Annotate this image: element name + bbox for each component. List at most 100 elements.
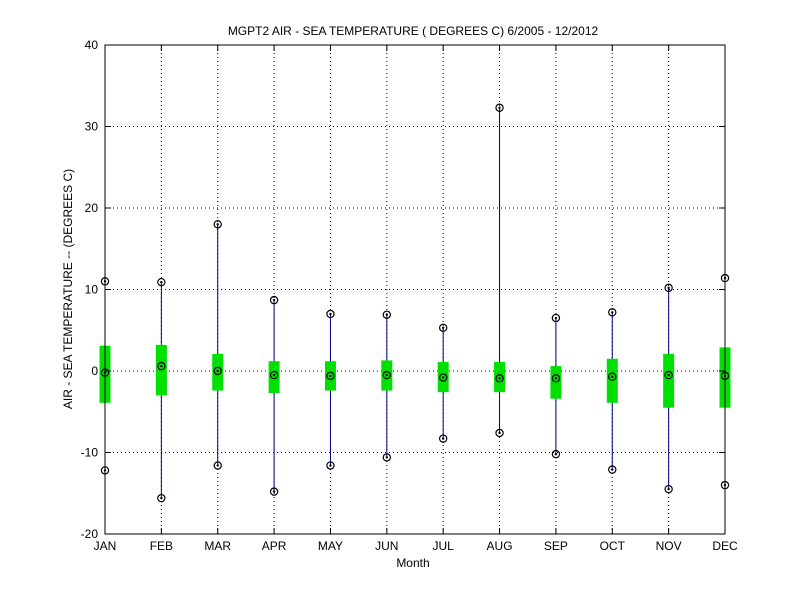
tick-label-layer: -20 -10 0 10 20 30 40 JAN FEB MAR APR MAY JUN JUL AUG S… bbox=[81, 38, 738, 553]
marker-ring bbox=[382, 453, 392, 462]
marker-ring bbox=[664, 484, 673, 494]
x-tick-label: JUL bbox=[433, 539, 455, 553]
mean-marker-oct bbox=[608, 372, 617, 381]
marker-dot bbox=[667, 487, 670, 491]
marker-dot bbox=[667, 286, 670, 290]
marker-dot bbox=[272, 490, 276, 493]
x-tick-label: NOV bbox=[656, 539, 682, 553]
marker-ring bbox=[495, 428, 504, 438]
marker-ring bbox=[664, 283, 673, 293]
min-marker-may bbox=[326, 461, 335, 470]
marker-dot bbox=[272, 298, 276, 302]
marker-dot bbox=[216, 464, 219, 467]
x-tick-label: JUN bbox=[375, 539, 398, 553]
mean-marker-aug bbox=[495, 374, 504, 383]
marker-dot bbox=[611, 375, 614, 378]
marker-ring bbox=[269, 295, 279, 305]
mean-marker-jul bbox=[438, 373, 448, 382]
min-marker-nov bbox=[664, 484, 673, 494]
marker-dot bbox=[498, 431, 501, 435]
marker-dot bbox=[329, 312, 332, 316]
marker-ring bbox=[495, 103, 504, 112]
marker-layer bbox=[100, 103, 730, 503]
marker-ring bbox=[326, 461, 335, 470]
x-tick-label: AUG bbox=[487, 539, 513, 553]
min-marker-oct bbox=[608, 465, 617, 474]
marker-dot bbox=[385, 313, 389, 316]
chart-title: MGPT2 AIR - SEA TEMPERATURE ( DEGREES C)… bbox=[228, 24, 599, 38]
marker-ring bbox=[551, 449, 561, 459]
min-marker-jul bbox=[438, 434, 448, 443]
y-tick-label: 0 bbox=[91, 364, 98, 378]
marker-dot bbox=[554, 452, 558, 456]
box-nov bbox=[663, 353, 675, 408]
marker-dot bbox=[160, 280, 163, 284]
marker-dot bbox=[329, 374, 332, 378]
x-tick-label: APR bbox=[262, 539, 287, 553]
x-tick-label: OCT bbox=[600, 539, 626, 553]
marker-ring bbox=[608, 308, 617, 317]
y-axis-label: AIR - SEA TEMPERATURE -- (DEGREES C) bbox=[61, 169, 75, 409]
marker-dot bbox=[441, 376, 445, 379]
mean-marker-nov bbox=[664, 370, 673, 380]
max-marker-oct bbox=[608, 308, 617, 317]
marker-ring bbox=[213, 220, 222, 229]
x-tick-label: DEC bbox=[712, 539, 738, 553]
marker-dot bbox=[554, 377, 558, 380]
max-marker-aug bbox=[495, 103, 504, 112]
max-marker-feb bbox=[157, 277, 166, 287]
marker-dot bbox=[611, 468, 614, 471]
x-tick-label: SEP bbox=[544, 539, 568, 553]
x-tick-label: JAN bbox=[94, 539, 117, 553]
marker-ring bbox=[438, 323, 448, 333]
box-aug bbox=[494, 362, 506, 393]
min-marker-mar bbox=[213, 461, 222, 470]
marker-dot bbox=[498, 377, 501, 380]
y-tick-label: -20 bbox=[81, 527, 99, 541]
marker-ring bbox=[664, 370, 673, 380]
marker-dot bbox=[441, 326, 445, 330]
marker-ring bbox=[438, 373, 448, 382]
marker-ring bbox=[438, 434, 448, 443]
max-marker-mar bbox=[213, 220, 222, 229]
marker-dot bbox=[611, 311, 614, 314]
marker-ring bbox=[213, 461, 222, 470]
marker-ring bbox=[326, 371, 335, 381]
marker-ring bbox=[157, 493, 166, 503]
min-marker-aug bbox=[495, 428, 504, 438]
marker-ring bbox=[551, 374, 561, 383]
max-marker-apr bbox=[269, 295, 279, 305]
max-marker-nov bbox=[664, 283, 673, 293]
x-tick-label: MAY bbox=[318, 539, 343, 553]
marker-dot bbox=[216, 369, 219, 373]
marker-dot bbox=[329, 464, 332, 467]
max-marker-jul bbox=[438, 323, 448, 333]
mean-marker-apr bbox=[269, 370, 279, 380]
marker-dot bbox=[554, 316, 558, 320]
max-marker-sep bbox=[551, 313, 561, 323]
marker-dot bbox=[667, 373, 670, 377]
marker-ring bbox=[157, 361, 166, 371]
min-marker-apr bbox=[269, 487, 279, 496]
y-tick-label: -10 bbox=[81, 446, 99, 460]
min-marker-feb bbox=[157, 493, 166, 503]
min-marker-sep bbox=[551, 449, 561, 459]
box-apr bbox=[268, 361, 280, 394]
mean-marker-feb bbox=[157, 361, 166, 371]
marker-dot bbox=[160, 364, 163, 368]
marker-ring bbox=[269, 487, 279, 496]
marker-ring bbox=[213, 366, 222, 376]
y-tick-label: 10 bbox=[85, 283, 99, 297]
marker-ring bbox=[326, 309, 335, 319]
marker-ring bbox=[269, 370, 279, 380]
marker-ring bbox=[551, 313, 561, 323]
mean-marker-may bbox=[326, 371, 335, 381]
marker-dot bbox=[385, 456, 389, 459]
max-marker-jun bbox=[382, 310, 392, 319]
min-marker-jun bbox=[382, 453, 392, 462]
max-marker-may bbox=[326, 309, 335, 319]
mean-marker-sep bbox=[551, 374, 561, 383]
mean-marker-mar bbox=[213, 366, 222, 376]
